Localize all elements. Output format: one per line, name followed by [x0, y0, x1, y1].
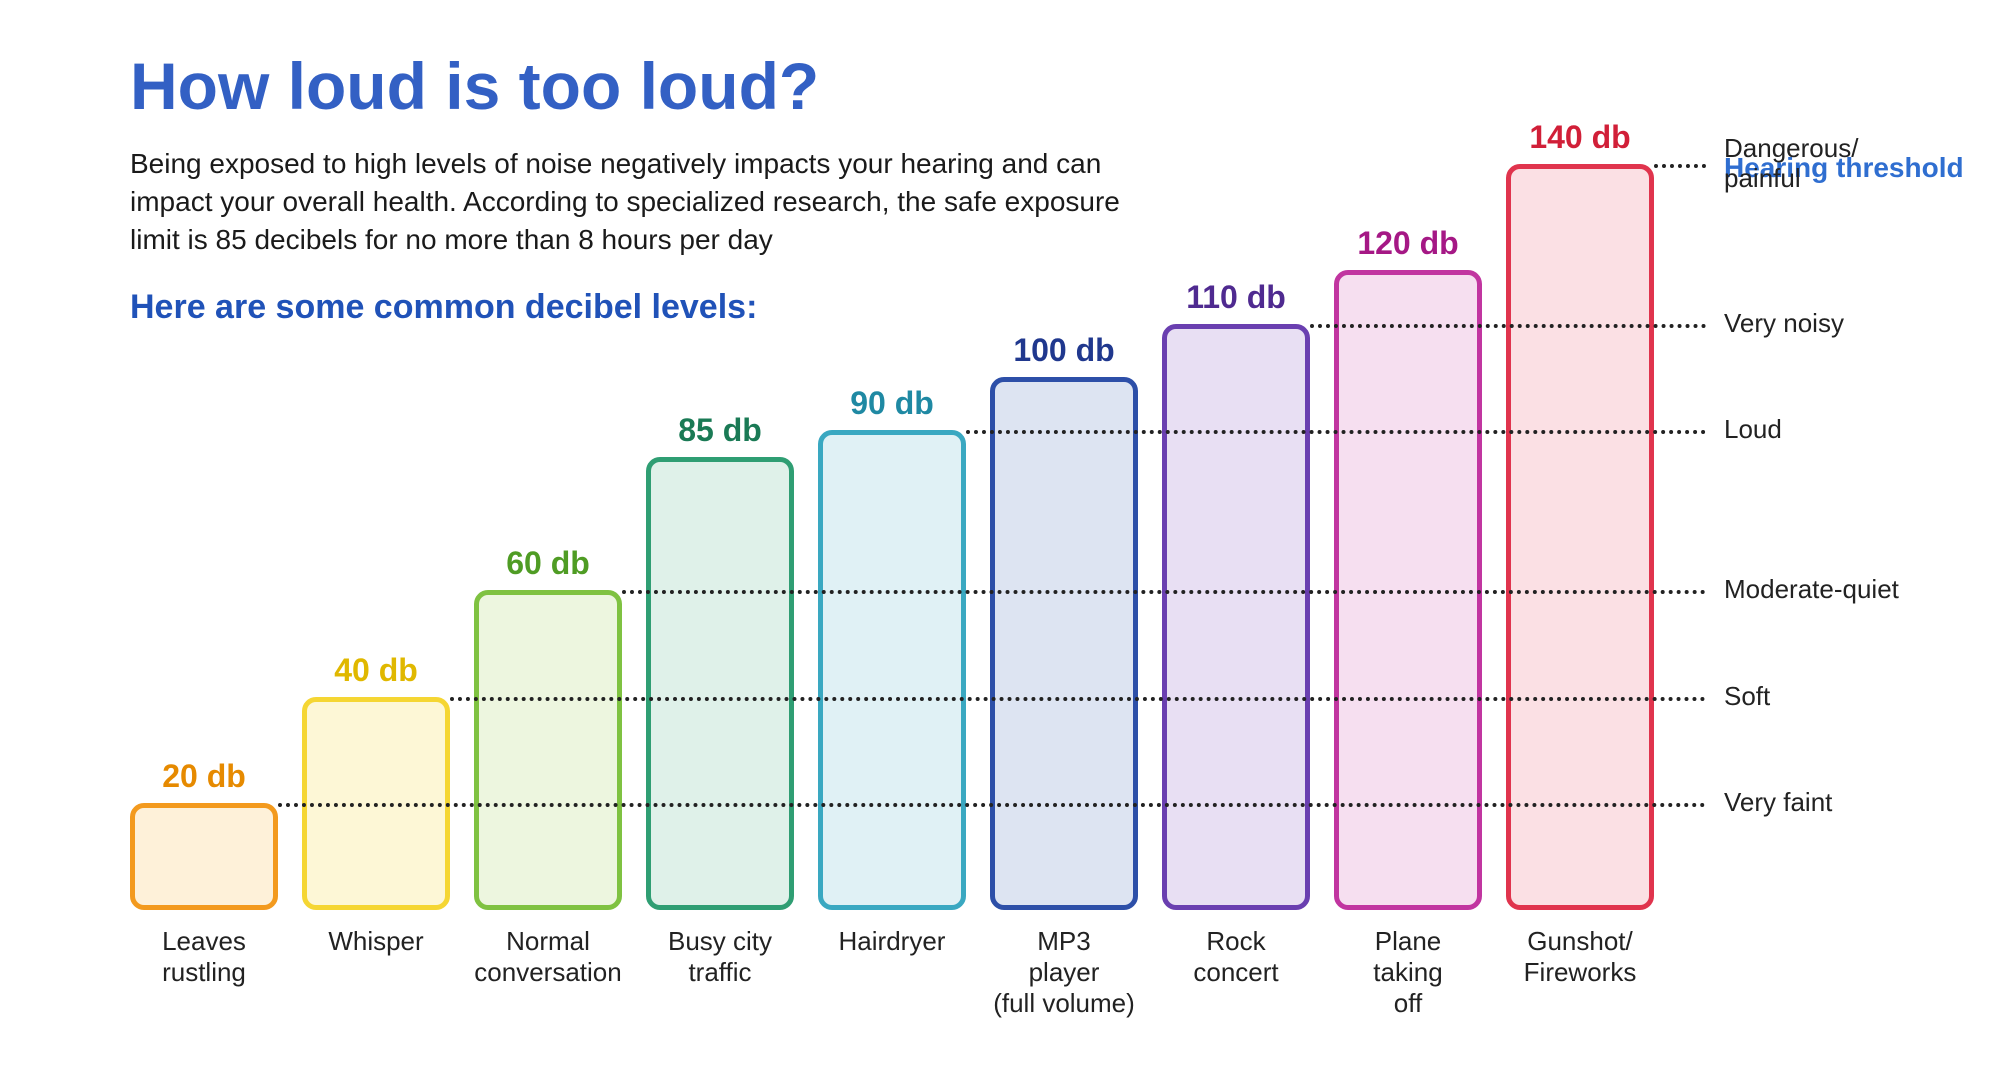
- threshold-label: Very faint: [1724, 788, 1832, 818]
- bar: 40 dbWhisper: [302, 652, 450, 910]
- bar: 85 dbBusy city traffic: [646, 412, 794, 910]
- bars-container: 20 dbLeaves rustling40 dbWhisper60 dbNor…: [130, 150, 1660, 910]
- bar-label: Normal conversation: [458, 926, 638, 988]
- bar-label: Whisper: [286, 926, 466, 957]
- bar-value: 100 db: [1013, 332, 1114, 369]
- threshold-gridline: [278, 803, 1706, 807]
- threshold-label: Moderate-quiet: [1724, 575, 1899, 605]
- bar-label: Plane taking off: [1318, 926, 1498, 1020]
- bar: 140 dbGunshot/ Fireworks: [1506, 119, 1654, 910]
- threshold-gridline: [450, 697, 1706, 701]
- bar: 90 dbHairdryer: [818, 385, 966, 910]
- bar-value: 140 db: [1529, 119, 1630, 156]
- bar: 110 dbRock concert: [1162, 279, 1310, 910]
- bar-value: 20 db: [162, 758, 246, 795]
- bar-value: 90 db: [850, 385, 934, 422]
- bar-value: 40 db: [334, 652, 418, 689]
- bar-rect: [1162, 324, 1310, 910]
- threshold-gridline: [1310, 324, 1706, 328]
- bar-value: 110 db: [1186, 279, 1286, 316]
- bar: 60 dbNormal conversation: [474, 545, 622, 910]
- chart-title: How loud is too loud?: [130, 48, 819, 124]
- bar-label: Rock concert: [1146, 926, 1326, 988]
- threshold-label: Very noisy: [1724, 309, 1844, 339]
- threshold-label: Soft: [1724, 682, 1770, 712]
- bar-rect: [474, 590, 622, 910]
- bar: 100 dbMP3 player (full volume): [990, 332, 1138, 910]
- bar-rect: [646, 457, 794, 910]
- bar-rect: [1506, 164, 1654, 910]
- bar-label: Leaves rustling: [114, 926, 294, 988]
- threshold-label: Loud: [1724, 415, 1782, 445]
- threshold-gridline: [966, 430, 1706, 434]
- bar-label: MP3 player (full volume): [974, 926, 1154, 1020]
- chart-area: 20 dbLeaves rustling40 dbWhisper60 dbNor…: [130, 150, 1660, 910]
- threshold-gridline: [1654, 164, 1706, 168]
- bar-rect: [990, 377, 1138, 910]
- bar-value: 60 db: [506, 545, 590, 582]
- bar-value: 120 db: [1357, 225, 1458, 262]
- bar-label: Hairdryer: [802, 926, 982, 957]
- bar-rect: [130, 803, 278, 910]
- bar-rect: [818, 430, 966, 910]
- threshold-label: Dangerous/ painful: [1724, 134, 1858, 194]
- bar: 20 dbLeaves rustling: [130, 758, 278, 910]
- bar-value: 85 db: [678, 412, 762, 449]
- bar-label: Busy city traffic: [630, 926, 810, 988]
- bar-label: Gunshot/ Fireworks: [1490, 926, 1670, 988]
- threshold-gridline: [622, 590, 1706, 594]
